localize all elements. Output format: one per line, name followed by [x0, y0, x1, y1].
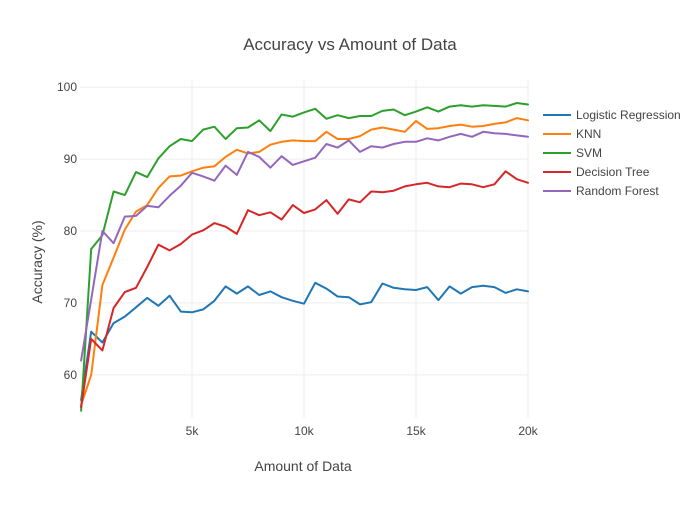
y-axis-title: Accuracy (%): [29, 220, 45, 303]
x-tick-label: 20k: [518, 424, 538, 438]
legend-label: SVM: [576, 146, 602, 160]
grid-lines: [80, 80, 529, 418]
series-line-decision-tree: [80, 170, 529, 409]
legend-item-knn[interactable]: KNN: [543, 127, 601, 141]
series-line-svm: [80, 102, 529, 412]
y-tick-label: 90: [64, 152, 78, 166]
x-tick-label: 10k: [294, 424, 314, 438]
series-line-logistic-regression: [80, 281, 529, 401]
series-line-knn: [80, 117, 529, 407]
x-tick-label: 5k: [186, 424, 200, 438]
y-tick-label: 80: [64, 224, 78, 238]
legend-item-decision-tree[interactable]: Decision Tree: [543, 165, 650, 179]
legend-label: Random Forest: [576, 184, 659, 198]
legend-label: Decision Tree: [576, 165, 650, 179]
series-line-random-forest: [80, 130, 529, 362]
x-axis-ticks: 5k 10k 15k 20k: [186, 424, 539, 438]
x-axis-title: Amount of Data: [254, 458, 351, 474]
y-tick-label: 100: [57, 80, 77, 94]
legend-label: KNN: [576, 127, 601, 141]
y-tick-label: 70: [64, 296, 78, 310]
chart-title: Accuracy vs Amount of Data: [243, 35, 457, 54]
legend-item-logistic-regression[interactable]: Logistic Regression: [543, 108, 681, 122]
y-axis-ticks: 60 70 80 90 100: [57, 80, 77, 382]
series-lines: [80, 102, 529, 412]
legend[interactable]: Logistic Regression KNN SVM Decision Tree Ra…: [543, 108, 681, 198]
legend-item-svm[interactable]: SVM: [543, 146, 602, 160]
legend-item-random-forest[interactable]: Random Forest: [543, 184, 659, 198]
legend-label: Logistic Regression: [576, 108, 681, 122]
y-tick-label: 60: [64, 368, 78, 382]
x-tick-label: 15k: [406, 424, 426, 438]
